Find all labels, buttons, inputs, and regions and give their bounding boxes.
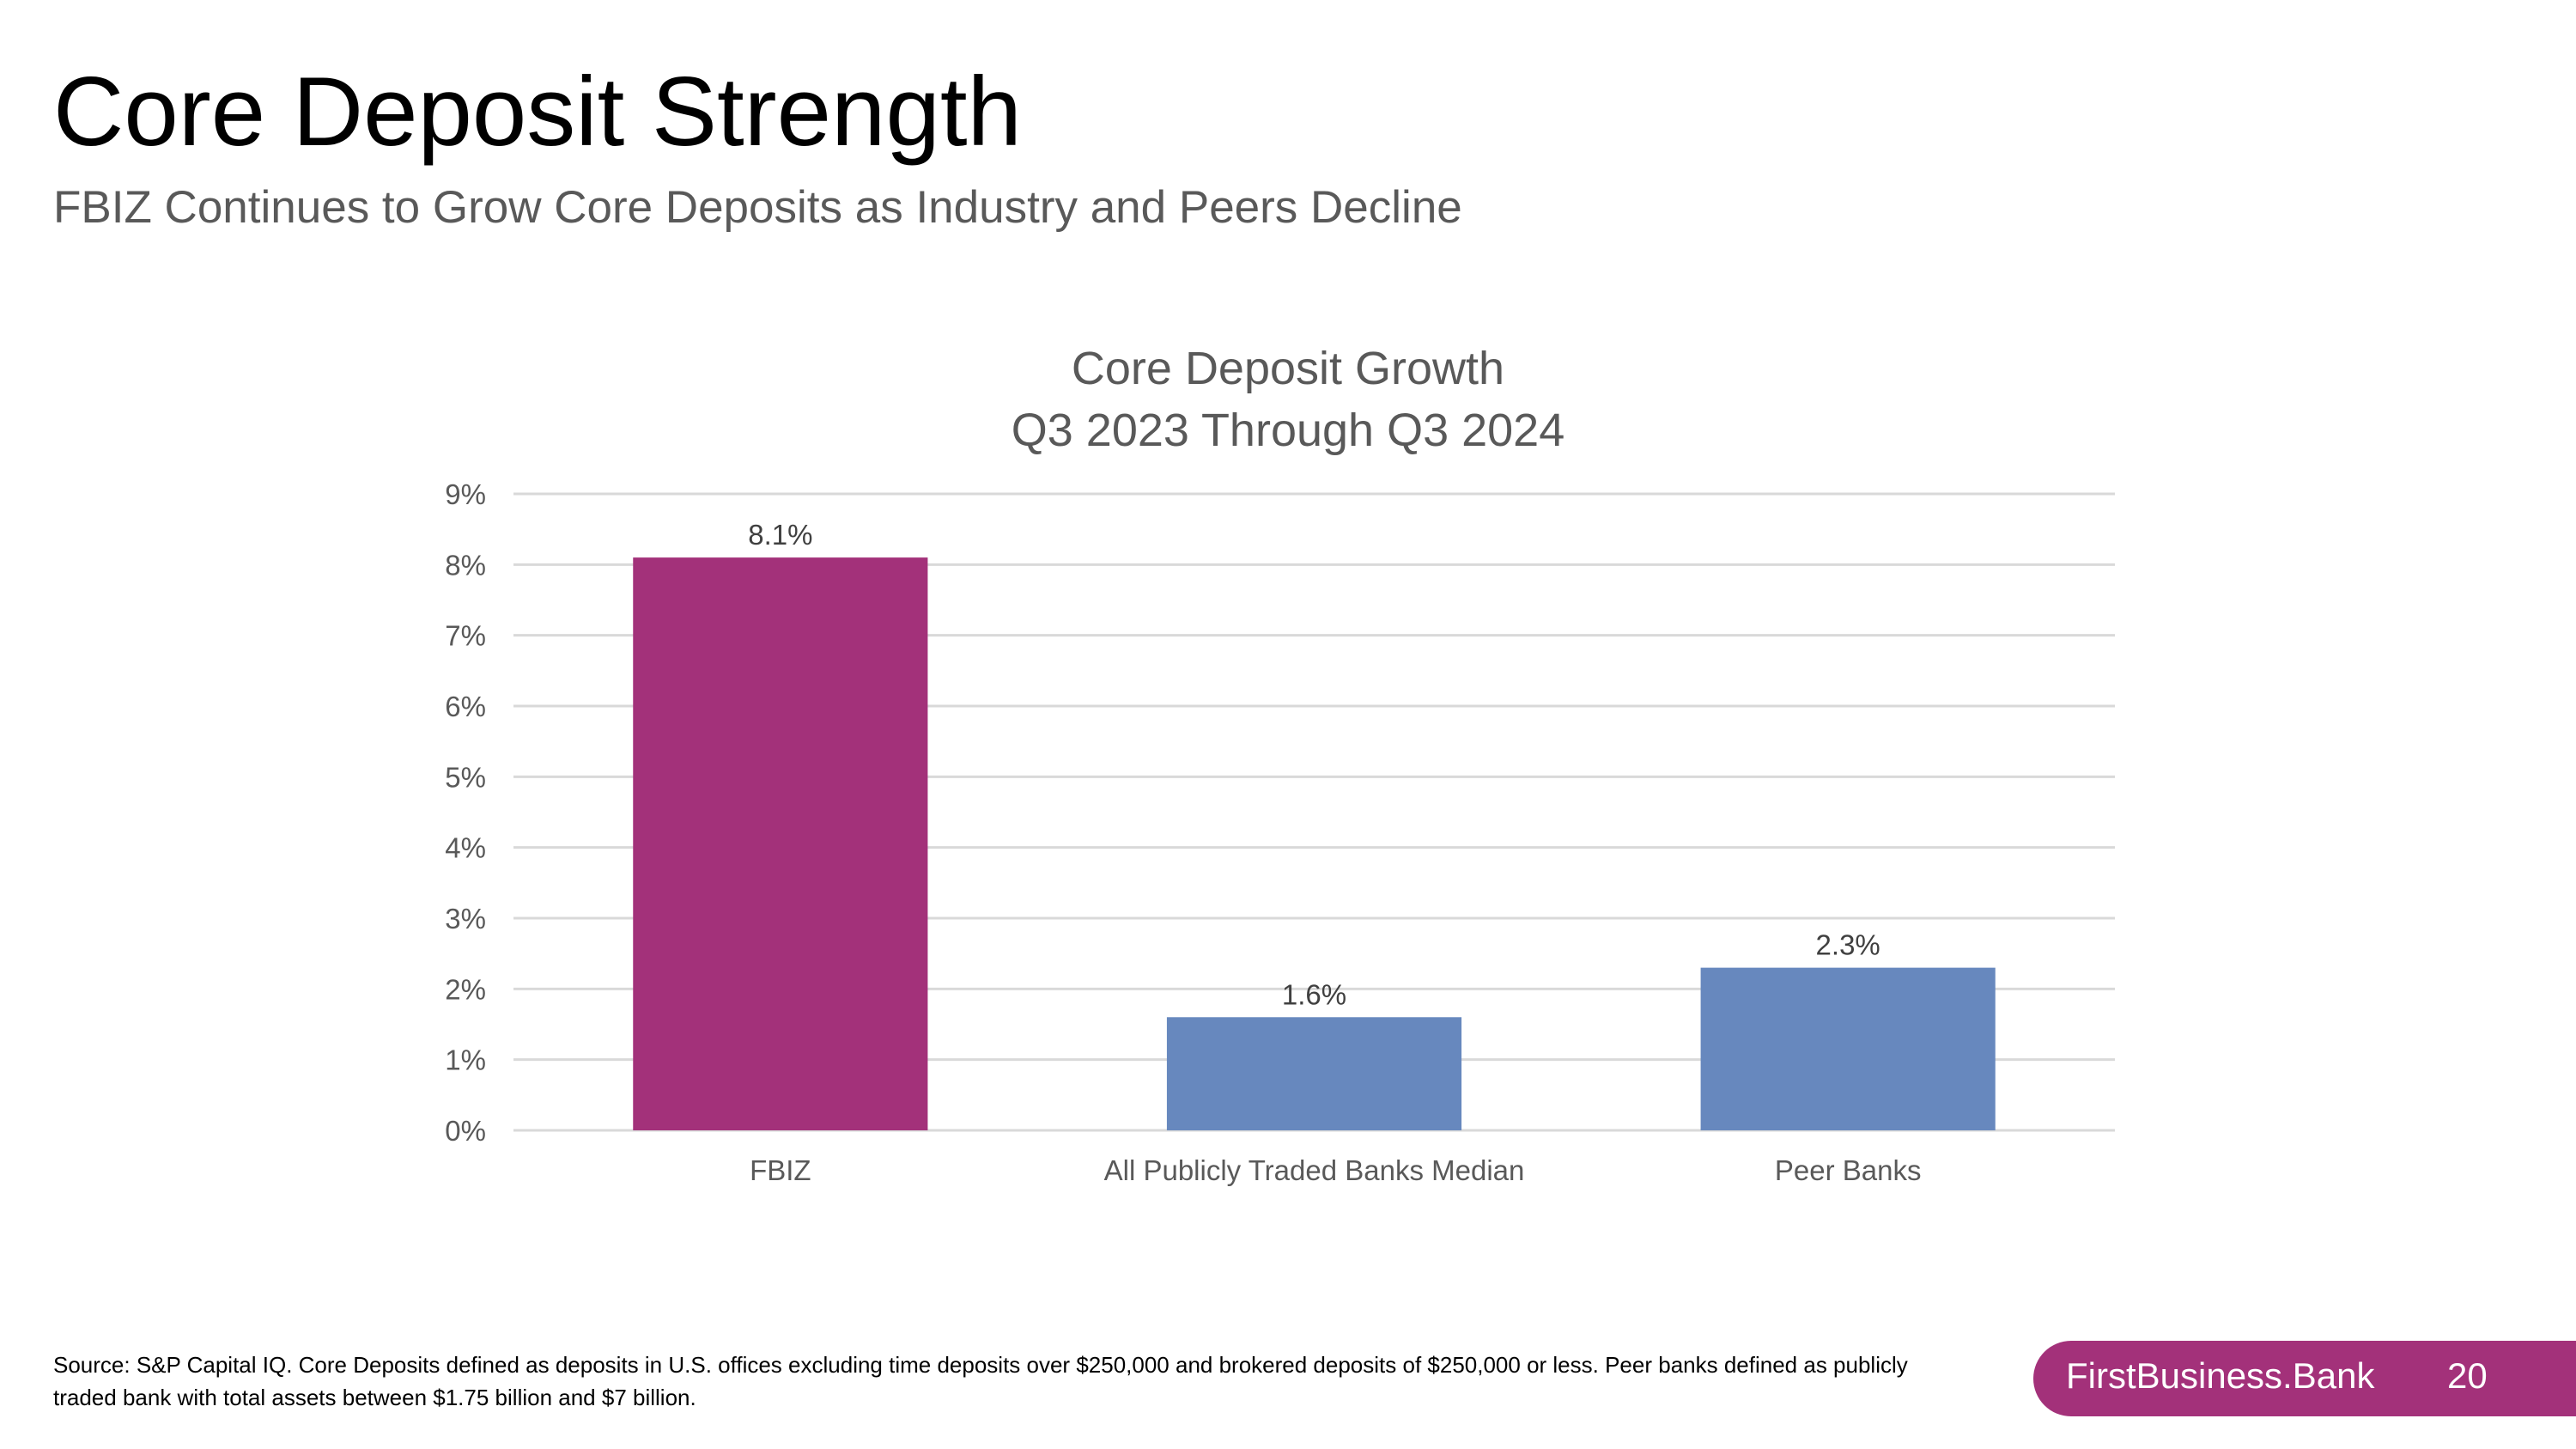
bar-fbiz xyxy=(633,557,928,1130)
chart-title-line-2: Q3 2023 Through Q3 2024 xyxy=(1012,405,1565,456)
y-tick-label: 6% xyxy=(445,691,486,722)
chart-title-line-1: Core Deposit Growth xyxy=(1072,343,1504,394)
slide-title: Core Deposit Strength xyxy=(53,58,1022,167)
y-tick-label: 4% xyxy=(445,832,486,864)
data-label: 1.6% xyxy=(1282,978,1346,1010)
y-tick-label: 5% xyxy=(445,761,486,793)
data-label: 8.1% xyxy=(748,519,812,551)
brand-footer: FirstBusiness.Bank 20 xyxy=(2033,1341,2576,1416)
x-axis-tick-labels: FBIZ All Publicly Traded Banks Median Peer… xyxy=(750,1154,1921,1186)
chart-title: Core Deposit Growth Q3 2023 Through Q3 20… xyxy=(1012,343,1565,456)
y-tick-label: 3% xyxy=(445,903,486,935)
slide-subtitle: FBIZ Continues to Grow Core Deposits as … xyxy=(53,182,1462,233)
x-tick-label: All Publicly Traded Banks Median xyxy=(1104,1154,1525,1186)
bar-all-publicly-traded-banks-median xyxy=(1166,1017,1462,1130)
y-tick-label: 2% xyxy=(445,973,486,1005)
chart-bars xyxy=(633,557,1996,1130)
y-tick-label: 1% xyxy=(445,1044,486,1076)
y-tick-label: 9% xyxy=(445,478,486,510)
y-tick-label: 7% xyxy=(445,620,486,652)
data-labels: 8.1% 1.6% 2.3% xyxy=(748,519,1880,1010)
y-tick-label: 0% xyxy=(445,1115,486,1147)
bar-peer-banks xyxy=(1700,967,1996,1130)
y-tick-label: 8% xyxy=(445,549,486,581)
x-tick-label: Peer Banks xyxy=(1775,1154,1922,1186)
y-axis-tick-labels: 0% 1% 2% 3% 4% 5% 6% 7% 8% 9% xyxy=(445,478,486,1147)
data-label: 2.3% xyxy=(1816,929,1880,961)
source-footnote: Source: S&P Capital IQ. Core Deposits de… xyxy=(53,1352,1908,1410)
x-tick-label: FBIZ xyxy=(750,1154,811,1186)
brand-logo-text: FirstBusiness.Bank xyxy=(2066,1355,2375,1396)
page-number: 20 xyxy=(2447,1355,2488,1396)
